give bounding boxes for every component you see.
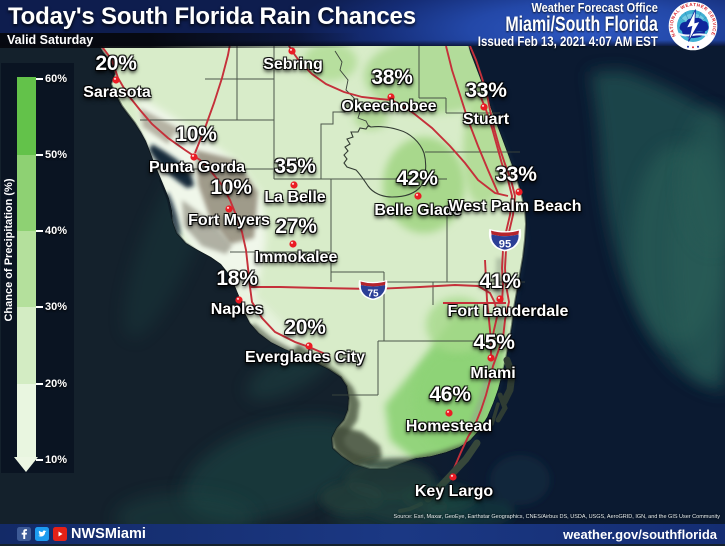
svg-text:95: 95 <box>499 238 511 250</box>
svg-text:Chance of Precipitation (%): Chance of Precipitation (%) <box>3 178 15 321</box>
svg-text:75: 75 <box>367 289 379 300</box>
